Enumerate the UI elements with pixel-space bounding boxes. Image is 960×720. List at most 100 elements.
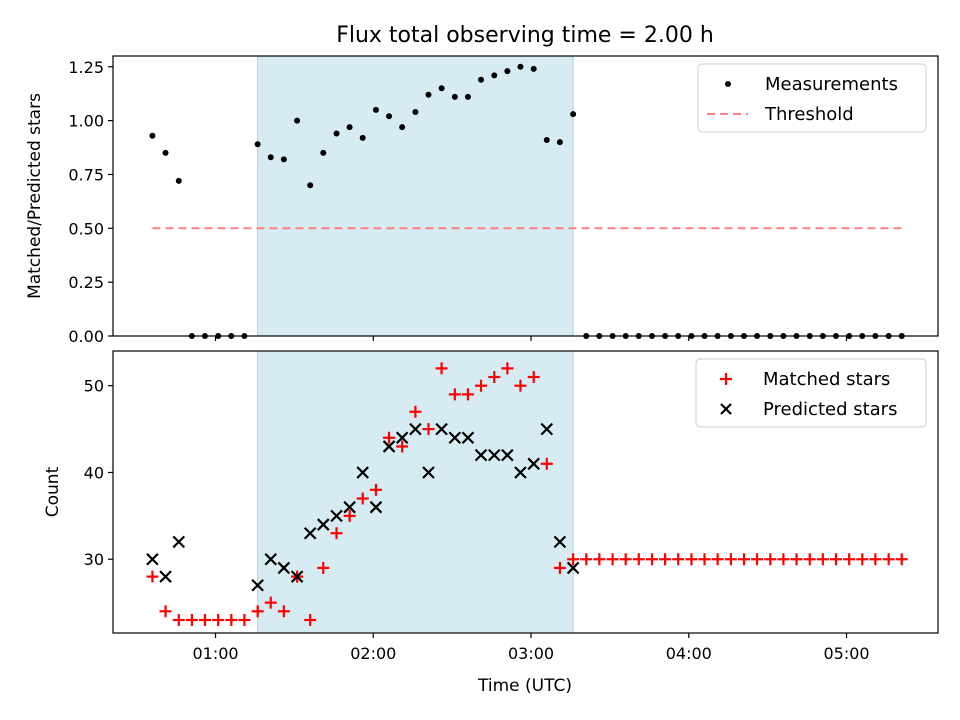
matched-star-point bbox=[369, 483, 382, 496]
predicted-star-point bbox=[566, 561, 580, 575]
x-tick-label: 02:00 bbox=[350, 644, 396, 663]
predicted-star-point bbox=[540, 422, 554, 436]
top-y-tick-label: 0.50 bbox=[68, 219, 104, 238]
matched-star-point bbox=[514, 379, 527, 392]
matched-star-point bbox=[777, 553, 790, 566]
matched-star-point bbox=[198, 613, 211, 626]
legend-threshold-label: Threshold bbox=[764, 104, 854, 125]
legend-matched-label: Matched stars bbox=[763, 369, 890, 390]
matched-star-point bbox=[435, 362, 448, 375]
chart-title: Flux total observing time = 2.00 h bbox=[336, 23, 714, 48]
matched-star-point bbox=[737, 553, 750, 566]
matched-star-point bbox=[461, 388, 474, 401]
measurement-point bbox=[162, 149, 169, 156]
measurement-point bbox=[386, 113, 393, 120]
matched-star-point bbox=[553, 561, 566, 574]
predicted-star-point bbox=[277, 561, 291, 575]
matched-star-point bbox=[185, 613, 198, 626]
matched-star-point bbox=[619, 553, 632, 566]
predicted-star-point bbox=[514, 466, 527, 479]
bottom-legend-box bbox=[695, 358, 927, 428]
predicted-star-point bbox=[303, 526, 317, 540]
matched-star-point bbox=[317, 561, 330, 574]
measurement-point bbox=[412, 109, 419, 115]
legend-matched-marker bbox=[720, 373, 732, 385]
top-y-tick-label: 0.75 bbox=[68, 165, 104, 184]
predicted-star-point bbox=[172, 535, 186, 549]
bottom-y-tick-label: 40 bbox=[84, 463, 104, 482]
predicted-star-point bbox=[251, 578, 264, 592]
measurement-point bbox=[320, 149, 327, 156]
predicted-star-point bbox=[159, 570, 172, 583]
measurement-point bbox=[149, 132, 156, 139]
top-panel: 0.00 0.25 0.50 0.75 1.00 1.25 Matched/Predict… bbox=[25, 55, 939, 346]
matched-star-point bbox=[685, 553, 698, 566]
measurement-point bbox=[175, 177, 182, 184]
matched-star-point bbox=[251, 605, 264, 618]
measurement-point bbox=[294, 117, 301, 124]
legend-measurements-marker bbox=[725, 81, 731, 87]
top-legend-box bbox=[697, 63, 927, 133]
matched-star-point bbox=[330, 527, 343, 540]
measurement-point bbox=[478, 76, 485, 83]
matched-star-point bbox=[646, 553, 659, 566]
matched-star-point bbox=[843, 553, 856, 566]
matched-star-point bbox=[751, 553, 764, 566]
bottom-panel: 30 40 50 Count Matched stars Predicted sta… bbox=[43, 350, 939, 634]
matched-star-point bbox=[829, 553, 842, 566]
top-y-axis: 0.00 0.25 0.50 0.75 1.00 1.25 bbox=[68, 58, 113, 346]
x-tick-label: 03:00 bbox=[508, 644, 554, 663]
predicted-star-point bbox=[553, 535, 567, 549]
measurement-point bbox=[556, 139, 563, 146]
matched-star-point bbox=[356, 492, 369, 505]
matched-star-point bbox=[448, 388, 461, 401]
matched-star-point bbox=[422, 423, 435, 436]
measurement-point bbox=[491, 72, 498, 79]
legend-predicted-marker bbox=[720, 403, 732, 415]
matched-star-point bbox=[711, 553, 724, 566]
matched-stars-points bbox=[146, 362, 908, 626]
measurement-point bbox=[280, 156, 287, 163]
matched-star-point bbox=[593, 553, 606, 566]
matched-star-point bbox=[212, 613, 225, 626]
predicted-star-point bbox=[395, 431, 409, 445]
predicted-star-point bbox=[356, 466, 369, 479]
predicted-star-point bbox=[487, 448, 501, 462]
matched-star-point bbox=[159, 605, 172, 618]
measurement-point bbox=[570, 111, 577, 118]
observing-window-shade-bottom bbox=[257, 350, 574, 634]
predicted-star-point bbox=[382, 440, 396, 453]
predicted-star-point bbox=[501, 448, 514, 462]
measurement-point bbox=[517, 63, 524, 70]
top-y-tick-label: 0.00 bbox=[68, 327, 104, 346]
legend-measurements-label: Measurements bbox=[765, 74, 898, 95]
matched-star-point bbox=[567, 553, 580, 566]
x-tick-label: 05:00 bbox=[823, 644, 869, 663]
measurement-point bbox=[464, 93, 471, 100]
measurement-point bbox=[399, 124, 406, 131]
matched-star-point bbox=[659, 553, 672, 566]
measurement-point bbox=[504, 68, 511, 75]
measurement-point bbox=[346, 124, 353, 131]
measurement-point bbox=[307, 182, 314, 189]
matched-star-point bbox=[343, 509, 356, 522]
matched-star-point bbox=[277, 605, 290, 618]
predicted-star-point bbox=[448, 431, 462, 445]
x-axis-label: Time (UTC) bbox=[477, 676, 572, 696]
predicted-stars-points bbox=[146, 422, 580, 592]
matched-star-point bbox=[146, 570, 159, 583]
matched-star-point bbox=[803, 553, 816, 566]
predicted-star-point bbox=[316, 518, 330, 531]
legend-predicted-label: Predicted stars bbox=[763, 399, 897, 420]
matched-star-point bbox=[790, 553, 803, 566]
predicted-star-point bbox=[264, 552, 278, 566]
measurement-point bbox=[267, 154, 274, 161]
bottom-y-tick-label: 50 bbox=[84, 377, 104, 396]
matched-star-point bbox=[882, 553, 895, 566]
matched-star-point bbox=[698, 553, 711, 566]
measurement-point bbox=[372, 106, 379, 113]
matched-star-point bbox=[724, 553, 737, 566]
measurement-point bbox=[543, 137, 550, 143]
matched-star-point bbox=[895, 553, 908, 566]
